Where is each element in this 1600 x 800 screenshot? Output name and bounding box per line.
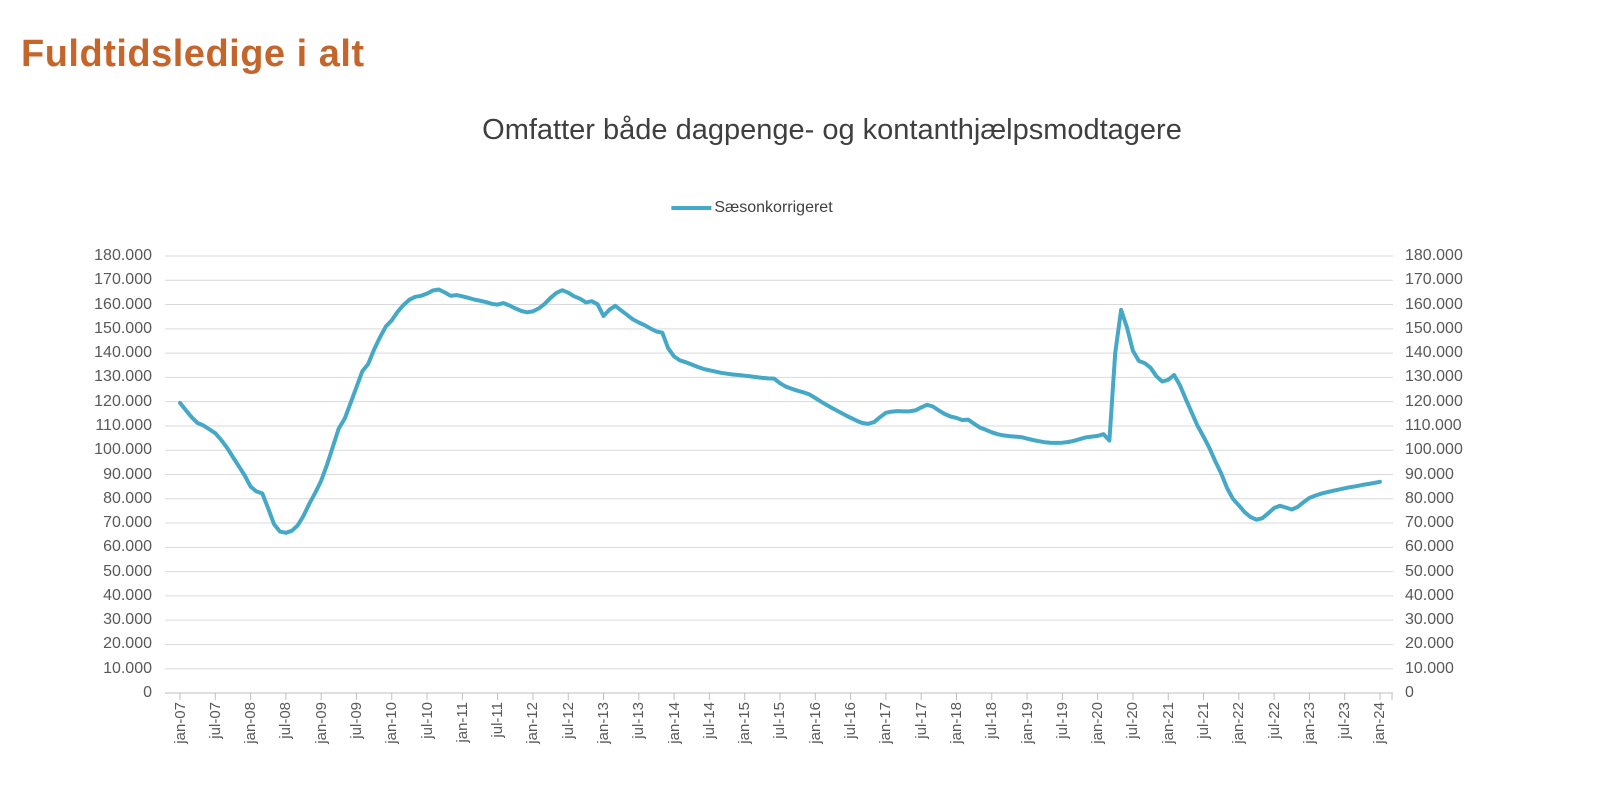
y-axis-label: 70.000 — [1405, 514, 1454, 532]
x-axis-label: jan-19 — [1018, 702, 1036, 744]
x-axis-label: jul-21 — [1195, 702, 1213, 739]
legend-line-swatch — [671, 206, 712, 210]
x-axis-label: jul-18 — [983, 702, 1001, 739]
y-axis-label: 160.000 — [1405, 295, 1463, 313]
x-axis-label: jan-11 — [453, 702, 471, 743]
x-axis-label: jul-17 — [912, 702, 930, 739]
x-axis-label: jan-14 — [665, 702, 683, 744]
y-axis-label: 90.000 — [1405, 465, 1454, 483]
legend-label: Sæsonkorrigeret — [714, 199, 833, 216]
x-axis-label: jul-08 — [277, 702, 295, 739]
y-axis-label: 80.000 — [103, 489, 152, 507]
y-axis-label: 150.000 — [94, 319, 152, 337]
series-line-saesonkorrigeret — [178, 287, 1382, 535]
y-axis-label: 50.000 — [1405, 562, 1454, 580]
y-axis-label: 140.000 — [94, 344, 152, 362]
chart-title: Omfatter både dagpenge- og kontanthjælps… — [482, 114, 1182, 146]
x-axis-label: jan-15 — [736, 702, 754, 744]
y-axis-label: 100.000 — [1405, 441, 1463, 459]
y-axis-label: 180.000 — [94, 247, 152, 264]
x-axis-label: jul-13 — [630, 702, 648, 739]
x-axis-label: jan-23 — [1300, 702, 1318, 744]
x-axis-label: jul-19 — [1053, 702, 1071, 739]
y-axis-label: 50.000 — [103, 562, 152, 580]
x-axis-label: jan-16 — [806, 702, 824, 744]
x-axis-label: jan-08 — [242, 702, 260, 744]
y-axis-label: 140.000 — [1405, 344, 1463, 362]
x-axis-label: jul-15 — [771, 702, 789, 739]
y-axis-label: 160.000 — [94, 295, 152, 313]
x-axis-label: jul-20 — [1124, 702, 1142, 739]
chart-plot — [165, 255, 1393, 700]
y-axis-label: 70.000 — [103, 514, 152, 532]
x-axis-label: jan-07 — [171, 702, 189, 744]
y-axis-label: 150.000 — [1405, 319, 1463, 337]
y-axis-label: 10.000 — [1405, 659, 1454, 677]
x-axis-label: jan-22 — [1230, 702, 1248, 744]
x-axis-label: jul-16 — [842, 702, 860, 739]
y-axis-label: 110.000 — [1405, 416, 1462, 434]
y-axis-label: 20.000 — [1405, 635, 1454, 653]
x-axis-label: jul-23 — [1336, 702, 1354, 739]
y-axis-label: 30.000 — [1405, 611, 1454, 629]
x-axis-label: jan-18 — [947, 702, 965, 744]
y-axis-label: 100.000 — [94, 441, 152, 459]
legend: Sæsonkorrigeret — [671, 199, 833, 217]
y-axis-label: 130.000 — [1405, 368, 1463, 386]
y-axis-label: 20.000 — [103, 635, 152, 653]
y-axis-label: 170.000 — [94, 271, 152, 289]
y-axis-label: 10.000 — [103, 659, 152, 677]
y-axis-label: 40.000 — [1405, 586, 1454, 604]
y-axis-label: 90.000 — [103, 465, 152, 483]
x-axis-label: jan-13 — [595, 702, 613, 744]
y-axis-label: 80.000 — [1405, 489, 1454, 507]
x-axis-label: jan-20 — [1089, 702, 1107, 744]
y-axis-label: 120.000 — [1405, 392, 1463, 410]
x-axis-label: jul-09 — [347, 702, 365, 739]
y-axis-label: 0 — [143, 684, 152, 701]
x-axis-label: jan-09 — [312, 702, 330, 744]
y-axis-label: 60.000 — [103, 538, 152, 556]
x-axis-label: jan-24 — [1371, 702, 1389, 744]
y-axis-label: 180.000 — [1405, 247, 1463, 264]
y-axis-right: 180.000 170.000 160.000 150.000 140.000 130.0… — [1405, 0, 1499, 800]
y-axis-label: 130.000 — [94, 368, 152, 386]
x-axis-label: jan-17 — [877, 702, 895, 744]
x-axis-label: jul-11 — [489, 702, 507, 738]
x-axis-label: jan-12 — [524, 702, 542, 744]
x-axis-label: jan-10 — [383, 702, 401, 744]
y-axis-label: 60.000 — [1405, 538, 1454, 556]
y-axis-label: 0 — [1405, 684, 1414, 701]
y-axis-label: 110.000 — [95, 416, 152, 434]
page-title: Fuldtidsledige i alt — [21, 33, 365, 75]
y-axis-label: 30.000 — [103, 611, 152, 629]
y-axis-label: 40.000 — [103, 586, 152, 604]
x-axis-label: jul-22 — [1265, 702, 1283, 739]
x-axis-label: jul-07 — [206, 702, 224, 739]
x-axis-label: jul-14 — [700, 702, 718, 739]
y-axis-left: 180.000 170.000 160.000 150.000 140.000 130.0… — [58, 0, 152, 800]
x-axis-label: jul-10 — [418, 702, 436, 739]
x-axis-label: jan-21 — [1159, 702, 1177, 744]
y-axis-label: 170.000 — [1405, 271, 1463, 289]
y-axis-label: 120.000 — [94, 392, 152, 410]
x-axis-label: jul-12 — [559, 702, 577, 739]
